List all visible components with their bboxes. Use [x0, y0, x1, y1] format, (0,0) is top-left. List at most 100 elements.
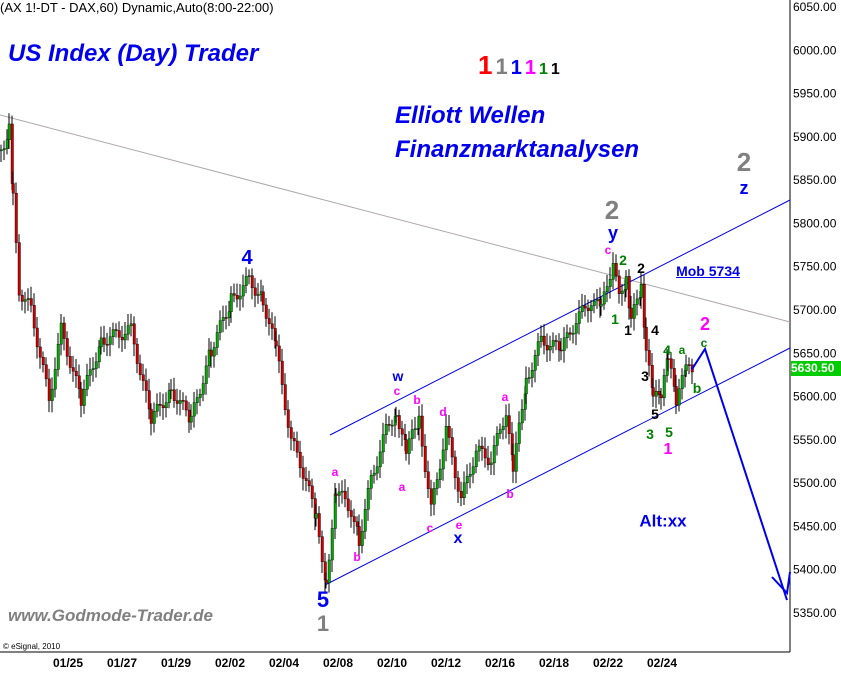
last-price-badge: 5630.50 — [791, 361, 841, 376]
candle-body — [456, 477, 460, 492]
candle-body — [320, 536, 324, 562]
candle-body — [94, 361, 98, 369]
wave-label: 5 — [665, 424, 673, 440]
candle-body — [530, 370, 534, 378]
candle-body — [384, 424, 388, 435]
candle-body — [565, 332, 569, 339]
wave-label: b — [692, 380, 702, 396]
candle-body — [241, 285, 245, 297]
candle-body — [417, 415, 421, 429]
candle-body — [59, 322, 63, 345]
candle-body — [314, 513, 318, 519]
candle-body — [450, 437, 454, 458]
candle-body — [138, 363, 142, 375]
candle-body — [375, 466, 379, 474]
candle-body — [340, 490, 344, 493]
candle-body — [511, 454, 515, 472]
y-tick-label: 5900.00 — [793, 130, 837, 144]
candle-body — [212, 347, 216, 357]
candle-body — [11, 183, 15, 194]
y-tick-label: 5750.00 — [793, 260, 837, 274]
candle-body — [238, 295, 242, 300]
candle-body — [289, 427, 293, 439]
candle-body — [184, 400, 188, 411]
candle-body — [152, 410, 156, 424]
website-watermark: www.Godmode-Trader.de — [8, 606, 213, 625]
candle-body — [662, 375, 666, 399]
candle-body — [235, 295, 239, 300]
candle-body — [684, 364, 688, 371]
projection-arrowhead — [771, 571, 791, 596]
wave-label: d — [439, 405, 447, 419]
candle-body — [229, 293, 233, 313]
candle-body — [102, 337, 106, 345]
x-tick-label: 01/27 — [107, 656, 137, 670]
candle-body — [82, 389, 86, 406]
candle-body — [595, 299, 599, 302]
wave-label: 4 — [663, 342, 671, 358]
y-tick-label: 5600.00 — [793, 390, 837, 404]
candle-body — [629, 307, 633, 319]
candle-body — [65, 338, 69, 357]
candle-body — [62, 322, 66, 339]
candle-body — [195, 397, 199, 403]
candle-body — [14, 192, 18, 243]
candle-body — [97, 346, 101, 363]
candle-body — [2, 148, 6, 151]
candle-body — [557, 341, 561, 351]
wave-label: Alt:xx — [639, 511, 687, 531]
y-tick-label: 5400.00 — [793, 563, 837, 577]
candle-body — [480, 445, 484, 449]
brand-title: US Index (Day) Trader — [8, 40, 259, 67]
wave-label: 2 — [637, 260, 645, 276]
candle-body — [280, 360, 284, 385]
channel-lower — [324, 347, 791, 586]
degree-legend-item: 1 — [510, 57, 522, 79]
subtitle-line2: Finanzmarktanalysen — [395, 136, 640, 163]
x-tick-label: 01/29 — [161, 656, 191, 670]
candle-body — [91, 368, 95, 371]
candle-body — [147, 390, 151, 410]
candle-body — [327, 559, 331, 584]
candle-body — [520, 409, 524, 424]
candle-body — [352, 516, 356, 522]
candle-body — [310, 485, 314, 499]
candle-body — [50, 388, 54, 401]
candle-body — [221, 317, 225, 321]
candle-body — [253, 287, 257, 296]
candle-body — [192, 402, 196, 417]
candle-body — [346, 498, 350, 511]
candle-body — [420, 415, 424, 447]
candle-body — [264, 304, 268, 319]
candle-body — [492, 445, 496, 464]
candle-body — [483, 448, 487, 459]
candle-body — [574, 323, 578, 334]
y-tick-label: 5500.00 — [793, 476, 837, 490]
wave-label: b — [413, 393, 421, 407]
wave-label: 5 — [316, 587, 330, 612]
wave-label: 1 — [663, 441, 673, 458]
candle-body — [135, 343, 139, 364]
candle-body — [0, 149, 3, 152]
candle-body — [495, 433, 499, 446]
wave-label: 1 — [624, 322, 632, 338]
candle-body — [504, 415, 508, 427]
x-tick-label: 02/02 — [215, 656, 245, 670]
x-tick-label: 02/04 — [269, 656, 299, 670]
candle-body — [349, 510, 353, 517]
candle-body — [378, 451, 382, 468]
wave-label: e — [455, 518, 463, 532]
wave-label: 2 — [604, 195, 620, 225]
candle-body — [274, 340, 278, 347]
candle-body — [438, 468, 442, 480]
candle-body — [620, 290, 624, 294]
candle-body — [614, 263, 618, 277]
candle-body — [286, 409, 290, 428]
candle-body — [126, 325, 130, 335]
candle-body — [17, 242, 21, 296]
candle-body — [533, 355, 537, 371]
candle-body — [545, 345, 549, 351]
candle-body — [132, 323, 136, 345]
candle-body — [53, 369, 57, 390]
candle-body — [577, 311, 581, 324]
